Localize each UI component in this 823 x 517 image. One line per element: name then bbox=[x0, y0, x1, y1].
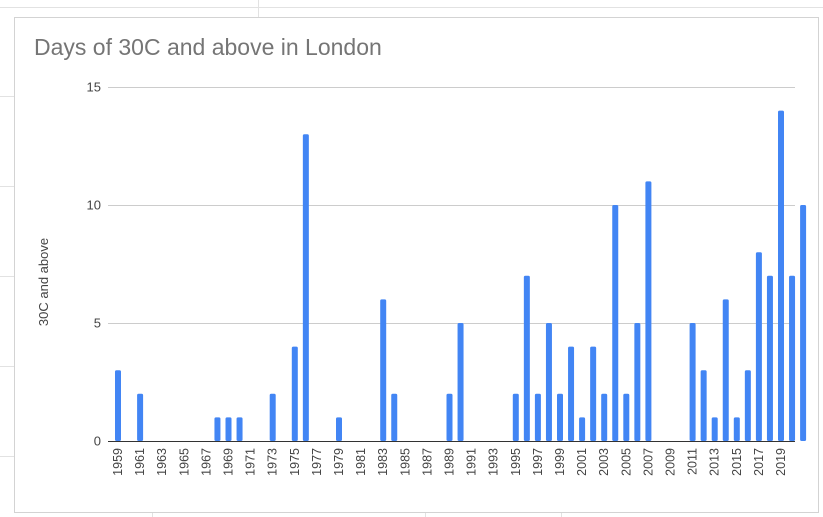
bar-1973[interactable] bbox=[269, 393, 276, 441]
bar-2020[interactable] bbox=[789, 275, 796, 441]
bar-1984[interactable] bbox=[391, 393, 398, 441]
x-tick-label: 2001 bbox=[575, 448, 589, 476]
bar-2000[interactable] bbox=[568, 346, 575, 441]
bar-1961[interactable] bbox=[137, 393, 144, 441]
x-tick-label: 1967 bbox=[199, 448, 213, 476]
bar-1998[interactable] bbox=[545, 323, 552, 441]
x-tick-label: 1971 bbox=[244, 448, 258, 476]
bars bbox=[115, 110, 807, 441]
x-tick-label: 1993 bbox=[487, 448, 501, 476]
y-axis-label: 30C and above bbox=[36, 238, 51, 326]
bar-2018[interactable] bbox=[766, 275, 773, 441]
x-tick-label: 1979 bbox=[332, 448, 346, 476]
x-tick-label: 1999 bbox=[553, 448, 567, 476]
bar-2004[interactable] bbox=[612, 205, 619, 441]
x-tick-label: 1973 bbox=[266, 448, 280, 476]
x-tick-label: 2007 bbox=[641, 448, 655, 476]
y-tick-label: 15 bbox=[87, 80, 101, 95]
x-tick-label: 2011 bbox=[686, 448, 700, 475]
bar-2015[interactable] bbox=[733, 417, 740, 441]
bar-undefined[interactable] bbox=[800, 205, 807, 441]
bar-2005[interactable] bbox=[623, 393, 630, 441]
x-tick-label: 2015 bbox=[730, 448, 744, 476]
x-tick-label: 2003 bbox=[597, 448, 611, 476]
y-tick-labels: 0 5 10 15 bbox=[87, 80, 101, 449]
x-tick-label: 1997 bbox=[531, 448, 545, 476]
x-tick-label: 2005 bbox=[619, 448, 633, 476]
bar-1975[interactable] bbox=[291, 346, 298, 441]
bar-1979[interactable] bbox=[336, 417, 342, 441]
x-tick-label: 2019 bbox=[774, 448, 788, 476]
bar-1959[interactable] bbox=[115, 370, 121, 441]
chart-title: Days of 30C and above in London bbox=[34, 34, 382, 60]
y-gridlines bbox=[108, 87, 795, 324]
x-tick-label: 1977 bbox=[310, 448, 324, 476]
bar-1999[interactable] bbox=[557, 393, 563, 441]
bar-2001[interactable] bbox=[579, 417, 586, 441]
bar-2002[interactable] bbox=[590, 346, 597, 441]
x-tick-label: 1959 bbox=[111, 448, 125, 476]
bar-1989[interactable] bbox=[446, 393, 453, 441]
x-tick-label: 1995 bbox=[509, 448, 523, 476]
bar-2011[interactable] bbox=[689, 323, 696, 441]
x-tick-label: 1961 bbox=[133, 448, 147, 476]
bar-2019[interactable] bbox=[778, 110, 784, 441]
bar-1997[interactable] bbox=[534, 393, 541, 441]
x-tick-label: 2017 bbox=[752, 448, 766, 476]
bar-1969[interactable] bbox=[225, 417, 232, 441]
x-tick-label: 2009 bbox=[664, 448, 678, 476]
bar-1976[interactable] bbox=[302, 134, 309, 441]
bar-2012[interactable] bbox=[700, 370, 707, 441]
x-tick-labels: 1959 1961 1963 1965 1967 1969 1971 1973 1975 1977… bbox=[111, 448, 788, 476]
bar-1968[interactable] bbox=[214, 417, 221, 441]
bar-2003[interactable] bbox=[601, 393, 608, 441]
bar-1983[interactable] bbox=[380, 299, 387, 441]
x-tick-label: 1981 bbox=[354, 448, 368, 476]
chart-card[interactable] bbox=[14, 17, 819, 513]
x-tick-label: 1985 bbox=[398, 448, 412, 476]
bar-2007[interactable] bbox=[645, 181, 652, 441]
x-tick-label: 1987 bbox=[420, 448, 434, 476]
x-tick-label: 2013 bbox=[708, 448, 722, 476]
bar-1970[interactable] bbox=[236, 417, 243, 441]
x-tick-label: 1989 bbox=[443, 448, 457, 476]
y-tick-label: 10 bbox=[87, 198, 101, 213]
bar-1996[interactable] bbox=[523, 275, 530, 441]
x-tick-label: 1991 bbox=[465, 448, 479, 476]
x-tick-label: 1965 bbox=[177, 448, 191, 476]
x-tick-label: 1975 bbox=[288, 448, 302, 476]
y-tick-label: 0 bbox=[94, 434, 101, 449]
y-tick-label: 5 bbox=[94, 316, 101, 331]
bar-1995[interactable] bbox=[512, 393, 519, 441]
x-tick-label: 1969 bbox=[222, 448, 236, 476]
bar-2014[interactable] bbox=[722, 299, 729, 441]
bar-2017[interactable] bbox=[755, 252, 762, 441]
x-tick-label: 1963 bbox=[155, 448, 169, 476]
x-tick-label: 1983 bbox=[376, 448, 390, 476]
bar-2016[interactable] bbox=[744, 370, 751, 441]
bar-1990[interactable] bbox=[457, 323, 464, 441]
bar-2006[interactable] bbox=[634, 323, 641, 441]
bar-2013[interactable] bbox=[711, 417, 718, 441]
